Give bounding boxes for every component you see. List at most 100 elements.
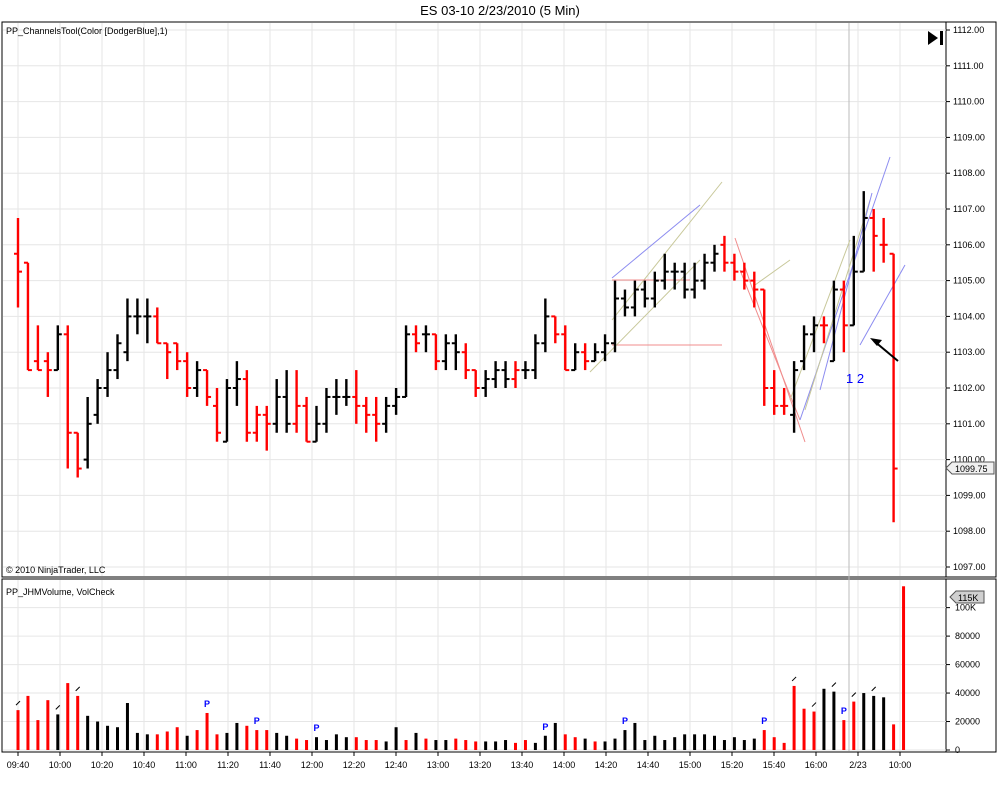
last-price-tag: 1099.75: [945, 461, 995, 475]
time-tick-label: 12:40: [385, 760, 408, 770]
volume-bar: [822, 688, 826, 750]
price-tick-label: 1107.00: [953, 204, 985, 214]
volume-bar: [56, 714, 60, 750]
volume-bar: [693, 734, 697, 750]
volume-bar: [116, 727, 119, 750]
volume-tick-label: 0: [955, 745, 960, 755]
volume-bar: [245, 725, 249, 750]
price-tick-label: 1106.00: [953, 240, 985, 250]
volume-tick-label: 20000: [955, 717, 980, 727]
channel-line: [739, 269, 801, 421]
volume-bar: [195, 730, 199, 750]
time-tick-label: 14:20: [595, 760, 618, 770]
price-tick-label: 1099.00: [953, 490, 986, 500]
volume-bar: [275, 732, 279, 750]
volume-bar: [324, 740, 328, 750]
volume-bar: [16, 710, 20, 750]
volume-bar: [703, 734, 707, 750]
volume-bar: [255, 730, 259, 750]
volume-bar: [175, 727, 179, 750]
volcheck-p-marker: P: [204, 699, 210, 709]
volcheck-p-marker: P: [542, 722, 548, 732]
volume-bar: [76, 695, 80, 750]
volume-bar: [882, 697, 886, 750]
volume-bar: [484, 741, 488, 750]
channel-line: [611, 204, 701, 279]
volume-bar: [424, 738, 428, 750]
channel-line: [859, 264, 906, 346]
price-tick-label: 1101.00: [953, 419, 985, 429]
time-tick-label: 14:00: [553, 760, 576, 770]
scroll-to-end-icon[interactable]: [928, 31, 943, 45]
volume-bar: [722, 740, 726, 750]
volume-bar: [762, 730, 766, 750]
volume-bar: [384, 741, 388, 750]
svg-text:1099.75: 1099.75: [955, 464, 988, 474]
volume-bar: [315, 737, 318, 750]
volume-bar: [643, 740, 647, 750]
channel-line: [804, 199, 871, 411]
last-volume-tag: 115K: [949, 590, 985, 604]
volume-bar: [474, 741, 478, 750]
time-axis: 09:40 10:00 10:20 10:40 11:00 11:20 11:40 12:00…: [7, 752, 912, 770]
volume-bar: [235, 722, 239, 750]
time-tick-label: 10:20: [91, 760, 114, 770]
price-indicator-label: PP_ChannelsTool(Color [DodgerBlue],1): [6, 26, 168, 36]
volume-bar: [504, 740, 508, 750]
time-tick-label: 11:00: [175, 760, 197, 770]
volume-bar: [782, 742, 786, 750]
volume-bar: [792, 685, 796, 750]
volume-tick-label: 100K: [955, 603, 976, 613]
price-tick-label: 1103.00: [953, 347, 985, 357]
volume-bar: [135, 732, 139, 750]
price-tick-label: 1108.00: [953, 168, 985, 178]
volcheck-p-marker: P: [841, 706, 847, 716]
volume-bar: [633, 722, 637, 750]
price-panel-frame: [1, 21, 997, 578]
volume-bar: [812, 711, 816, 750]
time-tick-label: 16:00: [805, 760, 828, 770]
volume-bar: [36, 720, 40, 750]
time-tick-label: 2/23: [849, 760, 867, 770]
volume-bar: [215, 734, 219, 750]
volume-bar: [434, 740, 438, 750]
volume-bar: [464, 740, 468, 750]
volume-bar: [374, 740, 378, 750]
volume-bar: [46, 700, 50, 750]
volume-bar: [842, 720, 846, 750]
grid-lines: [3, 23, 946, 751]
time-tick-label: 13:20: [469, 760, 492, 770]
volcheck-tick: [811, 702, 817, 707]
time-tick-label: 10:00: [889, 760, 912, 770]
volume-bar: [86, 715, 90, 750]
time-tick-label: 15:20: [721, 760, 744, 770]
volume-bar: [732, 737, 736, 750]
channel-line: [589, 259, 701, 373]
volume-bar: [165, 731, 169, 750]
channel-line: [611, 181, 723, 321]
volume-bar: [683, 734, 687, 750]
price-tick-label: 1104.00: [953, 311, 985, 321]
volume-bars: P P P P P P P: [15, 586, 906, 750]
price-axis: 1112.00 1111.00 1110.00 1109.00 1108.00 1107.…: [946, 25, 986, 572]
volcheck-p-marker: P: [622, 716, 628, 726]
volume-bar: [852, 701, 856, 750]
volume-bar: [772, 737, 776, 750]
volume-bar: [902, 586, 906, 750]
volume-bar: [862, 693, 866, 750]
volume-bar: [265, 730, 269, 750]
volcheck-tick: [15, 700, 21, 706]
volume-bar: [145, 734, 149, 750]
time-tick-label: 11:20: [217, 760, 239, 770]
volume-bar: [752, 738, 756, 750]
volume-bar: [305, 740, 309, 750]
volume-bar: [623, 730, 627, 750]
volume-bar: [613, 738, 617, 750]
time-tick-label: 09:40: [7, 760, 30, 770]
volume-bar: [533, 742, 537, 750]
volume-bar: [66, 683, 70, 750]
volume-bar: [494, 741, 498, 750]
volume-bar: [663, 740, 667, 750]
